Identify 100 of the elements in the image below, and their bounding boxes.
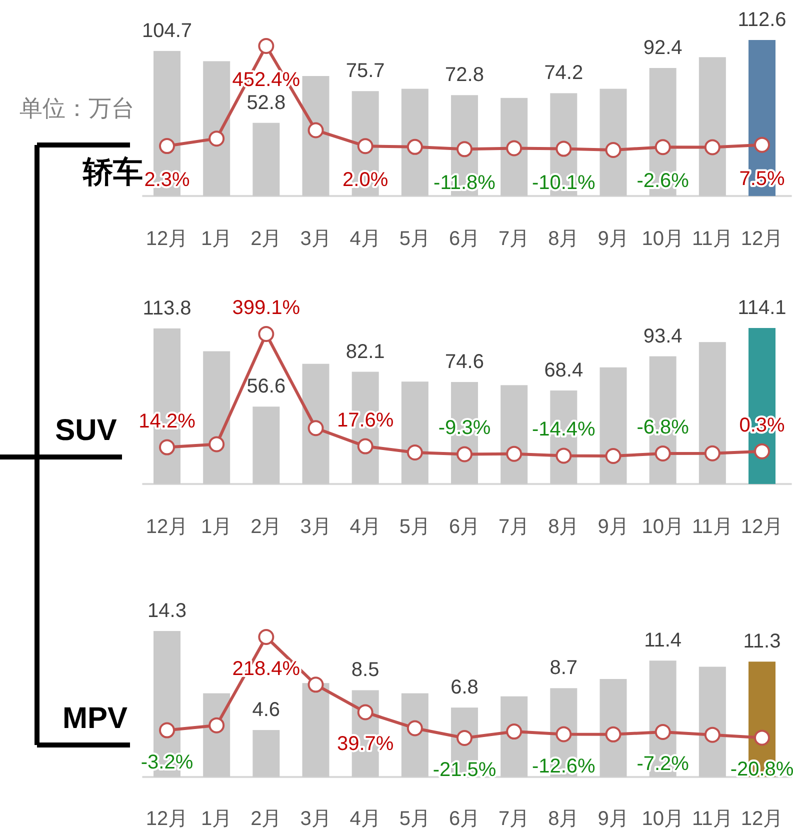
data-label: 93.4: [643, 325, 682, 348]
text: SUV: [55, 414, 117, 447]
data-label: 2.0%: [342, 169, 388, 192]
x-tick-label: 1月: [201, 516, 232, 538]
data-label: -9.3%: [438, 417, 491, 440]
point: [308, 676, 324, 693]
data-label: 52.8: [246, 92, 286, 114]
x-tick-label: 2月: [250, 808, 282, 830]
x-tick-label: 3月: [300, 516, 332, 538]
data-label: -2.6%: [636, 170, 690, 192]
x-tick-label: 11月: [692, 228, 733, 250]
data-label: 11.3: [743, 630, 781, 653]
point: [258, 629, 274, 645]
data-label: 399.1%: [232, 297, 300, 319]
point: [308, 122, 324, 138]
bar: [252, 122, 280, 196]
x-tick-label: 7月: [498, 808, 530, 830]
x-tick-label: 5月: [399, 228, 430, 250]
bar: [401, 382, 428, 484]
point: [456, 141, 472, 158]
point: [258, 326, 274, 342]
point: [357, 438, 374, 454]
data-label: 74.6: [445, 351, 484, 374]
data-label: 11.4: [644, 630, 682, 652]
x-tick-label: 4月: [350, 228, 381, 250]
point: [654, 445, 671, 462]
x-tick-label: 8月: [548, 516, 580, 538]
point: [208, 436, 225, 452]
point: [506, 724, 522, 740]
x-tick-label: 6月: [448, 516, 480, 538]
point: [556, 448, 572, 464]
point: [654, 139, 671, 156]
point: [754, 136, 770, 153]
x-tick-label: 5月: [399, 516, 430, 538]
data-label: 114.1: [738, 297, 786, 319]
data-label: -3.2%: [140, 751, 194, 774]
x-tick-label: 8月: [548, 808, 580, 830]
data-label: -14.4%: [532, 418, 596, 441]
x-tick-label: 9月: [598, 228, 629, 250]
data-label: 8.7: [550, 657, 578, 680]
bar: [302, 76, 330, 196]
point: [208, 717, 225, 734]
bar: [401, 88, 428, 196]
x-tick-label: 12月: [740, 228, 784, 250]
data-label: 17.6%: [336, 409, 394, 432]
point: [159, 138, 175, 154]
data-label: 104.7: [142, 20, 192, 42]
bar: [203, 61, 230, 196]
x-tick-label: 4月: [350, 808, 381, 830]
bar: [500, 98, 528, 196]
point: [357, 704, 374, 720]
data-label: 6.8: [450, 676, 478, 699]
bar: [600, 678, 627, 777]
point: [605, 448, 622, 464]
x-tick-label: 3月: [300, 228, 332, 250]
point: [456, 446, 472, 462]
bar: [302, 364, 330, 484]
data-label: 112.6: [738, 9, 786, 31]
point: [456, 730, 472, 746]
point: [159, 439, 175, 456]
x-tick-label: 11月: [692, 516, 733, 538]
data-label: -21.5%: [432, 759, 496, 781]
point: [654, 724, 671, 740]
x-tick-label: 10月: [642, 516, 684, 538]
point: [506, 140, 522, 156]
x-tick-label: 3月: [300, 808, 332, 830]
bar: [698, 666, 726, 777]
x-tick-label: 8月: [548, 228, 580, 250]
data-label: 74.2: [544, 62, 584, 84]
x-tick-label: 12月: [146, 516, 188, 538]
point: [159, 722, 175, 738]
point: [704, 726, 720, 743]
data-label: 4.6: [252, 699, 280, 722]
x-tick-label: 5月: [399, 808, 430, 830]
text: MPV: [62, 702, 128, 735]
data-label: 82.1: [346, 340, 385, 363]
x-tick-label: 6月: [448, 228, 480, 250]
bar: [698, 57, 726, 196]
point: [506, 446, 522, 462]
data-label: -6.8%: [636, 416, 690, 438]
x-tick-label: 12月: [146, 808, 188, 830]
data-label: 14.3: [148, 600, 186, 622]
point: [754, 730, 770, 746]
point: [406, 444, 423, 461]
data-label: -7.2%: [636, 752, 690, 775]
data-label: -12.6%: [532, 755, 596, 778]
point: [406, 138, 423, 155]
text: 轿车: [82, 156, 143, 189]
bar: [500, 385, 528, 484]
x-tick-label: 2月: [250, 228, 282, 250]
data-label: -11.8%: [434, 172, 496, 194]
bar: [252, 406, 280, 484]
data-label: 75.7: [346, 60, 385, 82]
point: [406, 720, 423, 736]
x-tick-label: 10月: [642, 228, 684, 250]
bar: [252, 730, 280, 777]
point: [258, 38, 274, 54]
x-tick-label: 2月: [250, 516, 282, 538]
data-label: 39.7%: [336, 733, 394, 756]
bar: [600, 88, 627, 196]
